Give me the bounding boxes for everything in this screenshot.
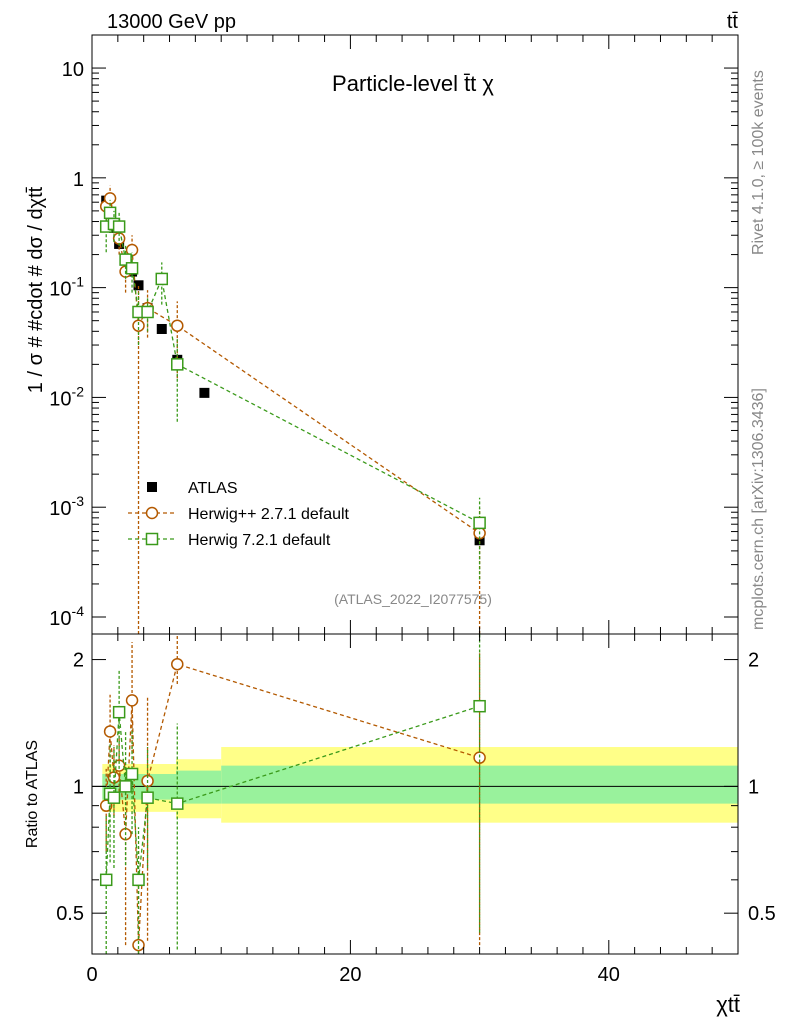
data-point-herwigpp <box>171 319 184 332</box>
data-point-herwig7 <box>119 253 132 266</box>
y-tick-label: 10-2 <box>49 383 84 410</box>
legend-label-herwig7: Herwig 7.2.1 default <box>188 532 331 549</box>
ratio-point-herwigpp <box>125 694 139 707</box>
series-atlas <box>101 195 485 546</box>
ratio-ticks: 2 2 1 1 0.5 0.5 0 20 40 <box>56 634 776 986</box>
y-tick-label: 10-3 <box>49 493 84 520</box>
main-marks <box>99 185 486 634</box>
ratio-point-herwig7 <box>99 873 113 887</box>
x-axis-label: χtt̄ <box>716 992 740 1017</box>
ratio-line-herwigpp <box>105 663 480 946</box>
ratio-ylabel: Ratio to ATLAS <box>24 740 41 848</box>
ratio-panel: 2 2 1 1 0.5 0.5 0 20 40 Ratio to ATLAS χtt̄ <box>24 633 776 1017</box>
ratio-y-tick-label-right: 2 <box>748 650 759 672</box>
series-line-herwig7 <box>105 210 480 524</box>
main-ticks: 10 1 10-1 10-2 10-3 10-4 <box>49 34 739 634</box>
data-point-herwig7 <box>473 516 486 530</box>
data-point-atlas <box>474 535 485 546</box>
ratio-series-herwig7 <box>99 634 486 954</box>
watermark: (ATLAS_2022_I2077575) <box>334 591 492 607</box>
process-label: tt̄ <box>727 11 739 33</box>
ratio-point-herwig7 <box>125 767 139 781</box>
ratio-marks <box>99 634 486 954</box>
ratio-y-tick-label-right: 1 <box>748 776 759 798</box>
ratio-point-herwig7 <box>119 780 132 793</box>
ratio-point-herwig7 <box>132 873 145 887</box>
legend-marker-atlas <box>147 482 157 492</box>
ratio-point-herwig7 <box>171 797 184 810</box>
ratio-y-tick-label: 0.5 <box>56 903 84 925</box>
ratio-bands <box>92 747 738 823</box>
series-line-herwigpp <box>105 196 480 534</box>
ratio-y-tick-label-right: 0.5 <box>748 903 776 925</box>
ratio-point-herwig7 <box>473 699 486 713</box>
data-point-herwigpp <box>103 192 117 205</box>
data-point-herwig7 <box>141 305 154 319</box>
x-tick-label: 0 <box>86 964 97 986</box>
energy-label: 13000 GeV pp <box>107 11 236 33</box>
main-panel: 10 1 10-1 10-2 10-3 10-4 Particle-level t̄t χ… <box>25 34 739 635</box>
series-herwig7 <box>99 199 486 580</box>
ratio-point-herwig7 <box>141 791 154 804</box>
data-point-atlas <box>156 323 167 334</box>
y-tick-label: 10-4 <box>49 603 84 630</box>
data-point-atlas <box>133 280 144 291</box>
ratio-point-herwigpp <box>132 938 145 952</box>
data-point-herwig7 <box>125 262 139 275</box>
legend-marker-herwig7 <box>145 532 159 546</box>
ratio-y-tick-label: 2 <box>73 650 84 672</box>
main-ylabel: 1 / σ # #cdot # dσ / dχtt̄ <box>25 186 47 393</box>
data-point-herwigpp <box>132 319 145 332</box>
legend-label-atlas: ATLAS <box>188 480 238 497</box>
ratio-frame <box>91 633 739 955</box>
x-tick-label: 20 <box>339 964 361 986</box>
ratio-y-tick-label: 1 <box>73 776 84 798</box>
rivet-label: Rivet 4.1.0, ≥ 100k events <box>750 70 767 255</box>
data-point-herwig7 <box>171 358 184 371</box>
series-herwigpp <box>99 185 486 634</box>
main-title: Particle-level t̄t χ <box>332 71 494 96</box>
ratio-point-herwigpp <box>103 725 117 738</box>
legend-marker-herwigpp <box>145 506 159 520</box>
y-tick-label: 1 <box>73 169 84 191</box>
x-tick-label: 40 <box>598 964 620 986</box>
data-point-herwig7 <box>112 220 126 233</box>
y-tick-label: 10-1 <box>49 274 84 301</box>
mcplots-label: mcplots.cern.ch [arXiv:1306.3436] <box>750 388 767 630</box>
ratio-point-herwig7 <box>112 705 126 719</box>
ratio-point-herwig7 <box>107 791 121 804</box>
ratio-point-herwigpp <box>171 657 184 671</box>
ratio-line-herwig7 <box>105 705 480 880</box>
y-tick-label: 10 <box>62 59 84 81</box>
data-point-atlas <box>199 387 210 398</box>
legend-label-herwigpp: Herwig++ 2.7.1 default <box>188 506 350 523</box>
legend: ATLAS Herwig++ 2.7.1 default Herwig 7.2.1 … <box>128 480 350 549</box>
data-point-herwig7 <box>155 272 169 286</box>
